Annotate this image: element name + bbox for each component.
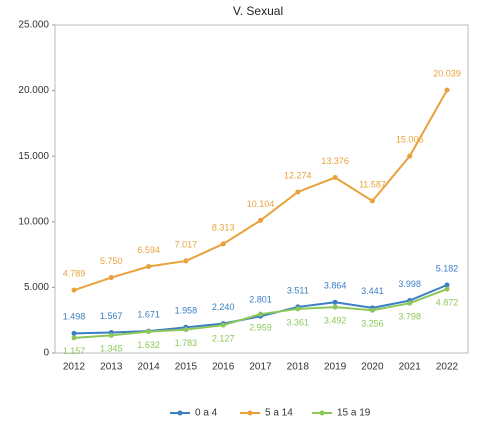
- y-tick-label: 5.000: [24, 282, 49, 293]
- data-label: 2.959: [249, 323, 272, 333]
- data-label: 1.567: [100, 311, 123, 321]
- data-label: 1.345: [100, 344, 123, 354]
- x-tick-label: 2018: [287, 362, 310, 373]
- data-point: [220, 241, 226, 247]
- data-label: 2.801: [249, 295, 272, 305]
- x-tick-label: 2015: [175, 362, 198, 373]
- x-tick-label: 2022: [436, 362, 459, 373]
- legend-marker: [177, 410, 183, 416]
- data-point: [407, 153, 413, 159]
- data-point: [183, 258, 189, 264]
- data-point: [332, 304, 338, 310]
- data-label: 3.256: [361, 319, 384, 329]
- data-point: [332, 175, 338, 181]
- data-label: 8.313: [212, 222, 235, 232]
- data-label: 1.157: [63, 346, 86, 356]
- data-point: [146, 329, 152, 335]
- data-point: [71, 287, 77, 293]
- data-label: 13.376: [321, 156, 349, 166]
- data-label: 5.182: [436, 263, 459, 273]
- y-tick-label: 15.000: [18, 151, 49, 162]
- x-tick-label: 2020: [361, 362, 384, 373]
- data-label: 1.498: [63, 312, 86, 322]
- data-label: 1.958: [175, 306, 198, 316]
- x-tick-label: 2014: [137, 362, 160, 373]
- chart-title: V. Sexual: [233, 4, 283, 18]
- legend-marker: [247, 410, 253, 416]
- data-label: 5.750: [100, 256, 123, 266]
- data-label: 3.864: [324, 281, 347, 291]
- data-point: [369, 307, 375, 313]
- data-point: [332, 299, 338, 305]
- x-tick-label: 2019: [324, 362, 347, 373]
- data-label: 6.594: [137, 245, 160, 255]
- x-tick-label: 2017: [249, 362, 272, 373]
- data-label: 11.587: [359, 179, 386, 189]
- data-label: 2.240: [212, 302, 235, 312]
- data-label: 15.006: [396, 134, 424, 144]
- y-tick-label: 25.000: [18, 20, 49, 31]
- data-point: [444, 282, 450, 288]
- data-label: 3.492: [324, 316, 347, 326]
- legend-marker: [319, 410, 325, 416]
- legend-label: 5 a 14: [265, 408, 293, 419]
- data-point: [444, 87, 450, 93]
- legend-label: 0 a 4: [195, 408, 218, 419]
- data-point: [295, 189, 301, 195]
- data-label: 3.998: [398, 279, 421, 289]
- data-label: 3.511: [287, 285, 309, 295]
- data-point: [71, 335, 77, 341]
- data-label: 7.017: [175, 239, 198, 249]
- legend-label: 15 a 19: [337, 408, 371, 419]
- data-label: 2.127: [212, 333, 235, 343]
- x-tick-label: 2021: [399, 362, 422, 373]
- x-tick-label: 2013: [100, 362, 123, 373]
- data-label: 3.361: [287, 317, 310, 327]
- data-point: [220, 322, 226, 328]
- data-label: 10.104: [247, 199, 275, 209]
- data-label: 1.783: [175, 338, 198, 348]
- data-label: 3.441: [361, 286, 384, 296]
- plot-frame: [54, 24, 469, 354]
- data-point: [444, 286, 450, 292]
- data-point: [407, 300, 413, 306]
- data-point: [258, 311, 263, 317]
- x-tick-label: 2012: [63, 362, 86, 373]
- data-point: [183, 327, 189, 333]
- data-label: 1.632: [137, 340, 160, 350]
- data-point: [258, 217, 263, 223]
- data-label: 3.798: [398, 312, 421, 322]
- data-label: 12.274: [284, 170, 312, 180]
- data-point: [369, 198, 375, 204]
- series-line: [73, 89, 448, 292]
- data-point: [146, 263, 152, 269]
- y-tick-label: 20.000: [18, 85, 49, 96]
- data-point: [295, 306, 301, 312]
- y-tick-label: 0: [43, 348, 49, 359]
- data-point: [71, 330, 77, 336]
- y-tick-label: 10.000: [18, 216, 49, 227]
- data-point: [108, 332, 114, 338]
- data-label: 20.039: [433, 68, 461, 78]
- data-label: 4.789: [63, 269, 86, 279]
- data-label: 4.872: [436, 297, 459, 307]
- data-label: 1.671: [137, 309, 160, 319]
- data-point: [108, 275, 114, 281]
- x-tick-label: 2016: [212, 362, 235, 373]
